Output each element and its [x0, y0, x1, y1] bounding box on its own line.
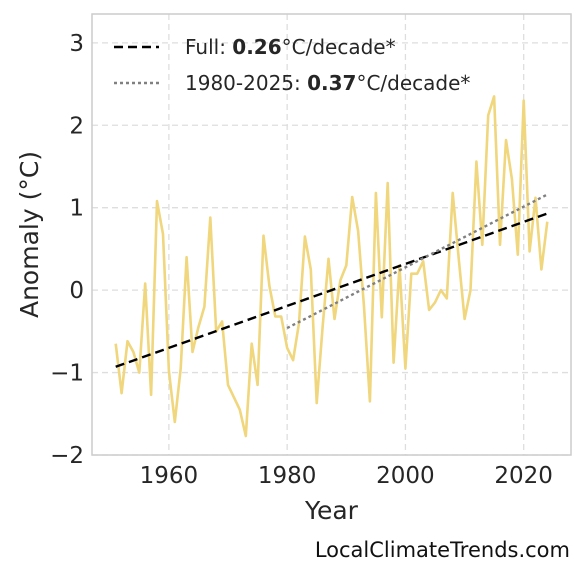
legend-recent-value: 0.37 [307, 71, 356, 95]
legend-recent-prefix: 1980-2025: [185, 71, 307, 95]
legend-entry-full: Full: 0.26°C/decade* [185, 35, 396, 59]
x-axis: 1960 1980 2000 2020 [140, 463, 553, 489]
legend-full-value: 0.26 [232, 35, 281, 59]
x-tick-label: 2020 [494, 463, 553, 489]
y-tick-label: −2 [50, 443, 84, 469]
plot-frame [91, 13, 572, 456]
y-axis-label: Anomaly (°C) [15, 151, 44, 318]
legend: Full: 0.26°C/decade* 1980-2025: 0.37°C/d… [114, 35, 470, 95]
y-tick-label: 0 [69, 278, 84, 304]
trend-line [286, 193, 548, 330]
legend-recent-suffix: °C/decade* [356, 71, 470, 95]
anomaly-series-line [114, 95, 549, 438]
legend-full-suffix: °C/decade* [282, 35, 396, 59]
plot-area [114, 95, 549, 438]
x-tick-label: 1960 [140, 463, 199, 489]
grid [92, 14, 571, 456]
y-tick-label: 3 [69, 31, 84, 57]
trend-line [115, 212, 548, 368]
y-tick-label: −1 [50, 361, 84, 387]
legend-entry-recent: 1980-2025: 0.37°C/decade* [185, 71, 470, 95]
y-tick-label: 2 [69, 113, 84, 139]
x-tick-label: 1980 [258, 463, 317, 489]
watermark: LocalClimateTrends.com [314, 538, 570, 562]
x-tick-label: 2000 [376, 463, 435, 489]
x-axis-label: Year [304, 496, 359, 525]
y-axis: −2 −1 0 1 2 3 [50, 31, 84, 469]
y-tick-label: 1 [69, 196, 84, 222]
legend-full-prefix: Full: [185, 35, 232, 59]
